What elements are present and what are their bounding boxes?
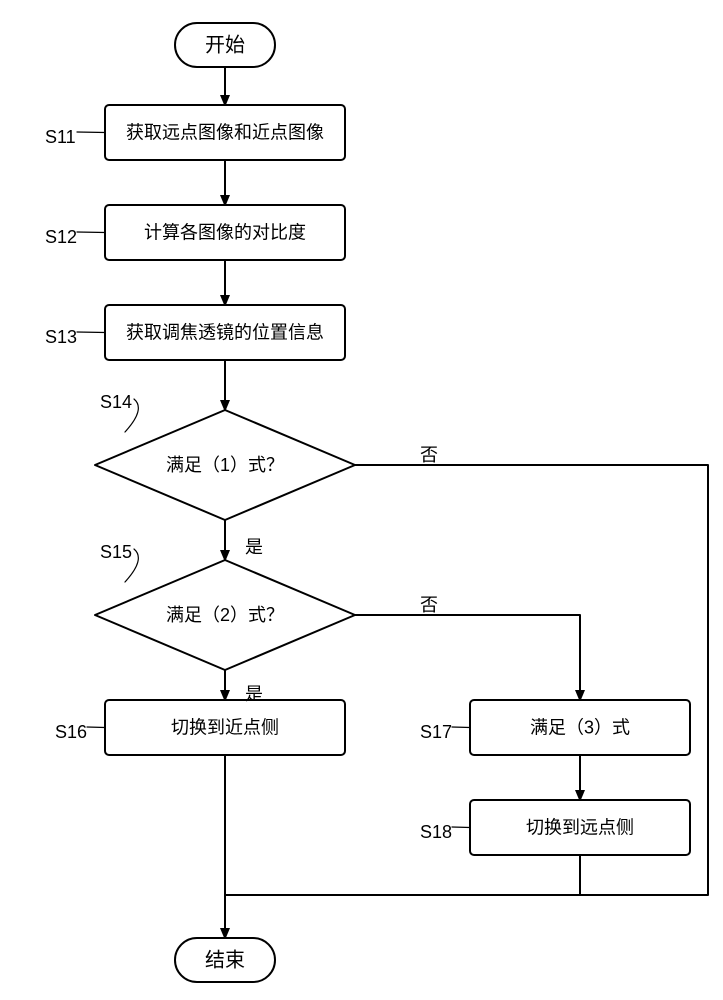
process-s13: 获取调焦透镜的位置信息 [105, 305, 345, 360]
step-tag-s12: S12 [45, 227, 77, 247]
step-tag-s11: S11 [45, 127, 76, 147]
step-tag-s14: S14 [100, 392, 132, 412]
start-label: 开始 [205, 33, 245, 56]
step-tag-s13: S13 [45, 327, 77, 347]
process-s12-label: 计算各图像的对比度 [144, 222, 306, 242]
decision-s15: 满足（2）式？ [95, 560, 355, 670]
process-s16-label: 切换到近点侧 [171, 717, 279, 737]
edge-label-s15_no: 否 [420, 595, 438, 615]
decision-s14-label: 满足（1）式？ [166, 455, 284, 475]
process-s17: 满足（3）式 [470, 700, 690, 755]
step-tag-s18: S18 [420, 822, 452, 842]
edge-label-s15_yes: 是 [245, 684, 263, 704]
process-s13-label: 获取调焦透镜的位置信息 [126, 322, 324, 342]
process-s18-label: 切换到远点侧 [526, 817, 634, 837]
end-label: 结束 [205, 948, 245, 971]
decision-s15-label: 满足（2）式？ [166, 605, 284, 625]
edge-label-s14_no: 否 [420, 445, 438, 465]
edge-label-s14_yes: 是 [245, 537, 263, 557]
flowchart: 开始结束 获取远点图像和近点图像计算各图像的对比度获取调焦透镜的位置信息切换到近点… [0, 0, 723, 1000]
process-s11-label: 获取远点图像和近点图像 [126, 122, 324, 142]
process-s18: 切换到远点侧 [470, 800, 690, 855]
process-s16: 切换到近点侧 [105, 700, 345, 755]
end-terminal: 结束 [175, 938, 275, 982]
process-s17-label: 满足（3）式 [530, 717, 630, 737]
process-s12: 计算各图像的对比度 [105, 205, 345, 260]
step-tag-s15: S15 [100, 542, 132, 562]
start-terminal: 开始 [175, 23, 275, 67]
step-tag-s17: S17 [420, 722, 452, 742]
step-tag-s16: S16 [55, 722, 87, 742]
process-s11: 获取远点图像和近点图像 [105, 105, 345, 160]
decision-s14: 满足（1）式？ [95, 410, 355, 520]
